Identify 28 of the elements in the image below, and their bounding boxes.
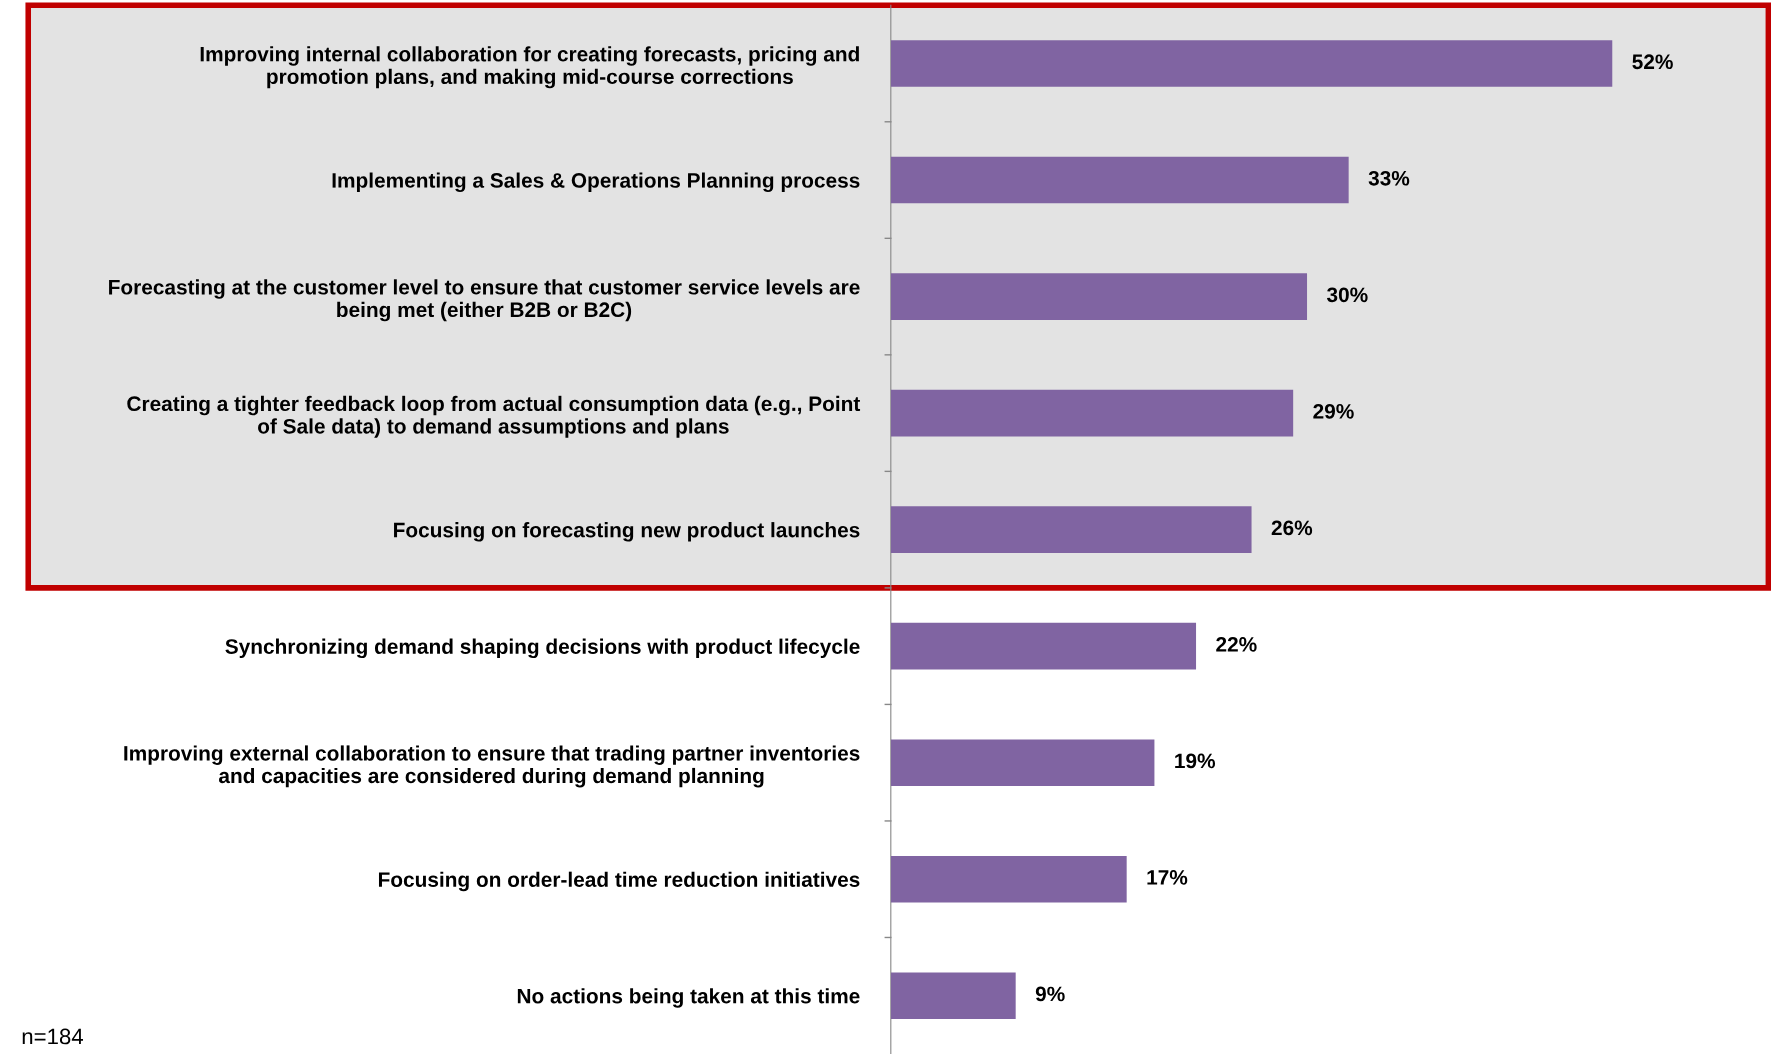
bar xyxy=(890,739,1155,786)
data-label: 19% xyxy=(1175,753,1216,769)
data-label: 22% xyxy=(1216,637,1257,652)
data-label: 30% xyxy=(1326,287,1368,303)
y-tick-label: Forecasting at the customer level to ensure that customer service levels are being met (either B2B or B2C) xyxy=(109,279,860,322)
data-label: 26% xyxy=(1271,520,1313,536)
data-label: 33% xyxy=(1368,170,1410,186)
text: n=184 xyxy=(22,1028,84,1045)
y-tick-label: Implementing a Sales & Operations Planning process xyxy=(332,172,860,193)
bar xyxy=(890,40,1613,87)
data-label: 29% xyxy=(1313,403,1354,419)
bar xyxy=(890,156,1349,204)
y-tick-label: No actions being taken at this time xyxy=(517,988,860,1008)
y-tick-label: Focusing on order-lead time reduction initiatives xyxy=(378,871,860,892)
bar xyxy=(890,389,1294,437)
data-label: 9% xyxy=(1035,986,1065,1002)
bar xyxy=(890,273,1308,320)
y-tick-label: Synchronizing demand shaping decisions with product lifecycle xyxy=(225,638,860,659)
y-tick-label: Focusing on forecasting new product launches xyxy=(394,522,860,542)
data-label: 52% xyxy=(1632,54,1673,70)
y-tick-label: Creating a tighter feedback loop from actual consumption data (e.g., Point of Sale data) to demand assumptions and plans xyxy=(127,395,861,438)
bar xyxy=(890,622,1197,670)
bar xyxy=(890,506,1252,553)
y-tick-label: Improving external collaboration to ensure that trading partner inventories and capacities are considered during demand planning xyxy=(124,745,860,788)
bar xyxy=(890,855,1127,903)
y-tick-label: Improving internal collaboration for creating forecasts, pricing and promotion plans, and making mid-course corrections xyxy=(200,46,859,89)
data-label: 17% xyxy=(1147,870,1188,885)
bar xyxy=(890,972,1016,1020)
